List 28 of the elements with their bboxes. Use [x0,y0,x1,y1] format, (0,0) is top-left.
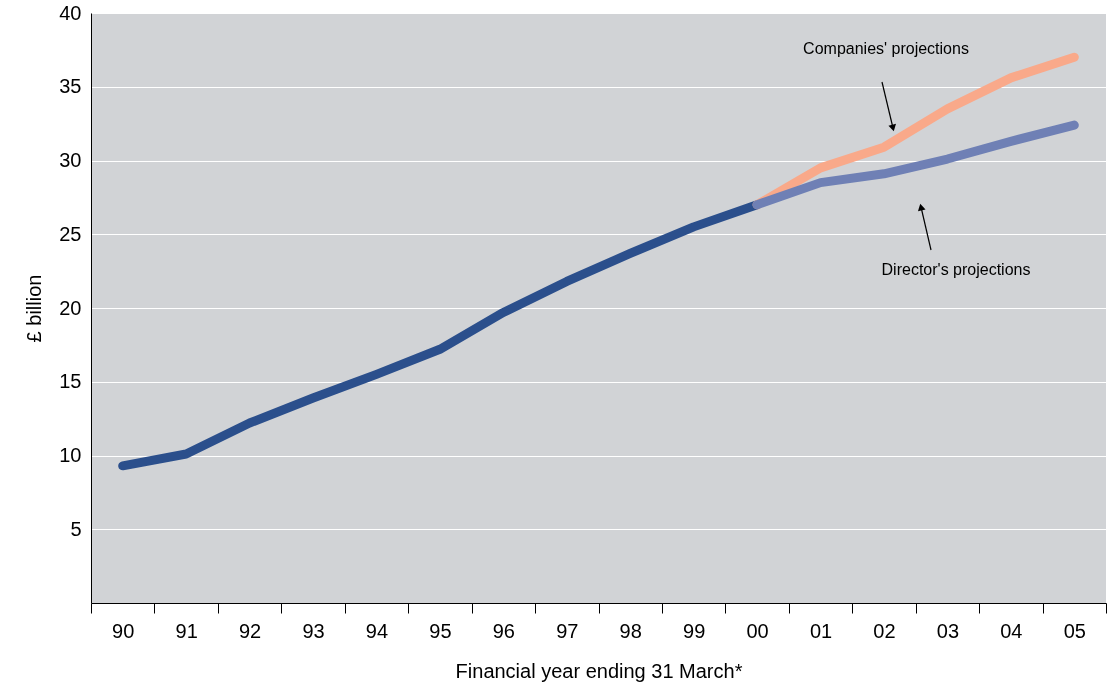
y-tick-label: 30 [59,149,82,171]
x-tick-label: 03 [936,619,960,642]
x-tick-label: 95 [429,619,452,642]
x-tick-label: 91 [175,619,198,642]
annotation: Companies' projections [803,40,969,57]
y-tick-label: 10 [59,444,82,466]
x-tick-label: 96 [492,619,515,642]
x-tick-label: 93 [302,619,325,642]
x-tick-label: 98 [619,619,642,642]
y-tick-label: 35 [59,75,82,98]
x-tick-label: 04 [1000,619,1023,642]
y-tick-label: 40 [59,1,82,24]
y-tick-label: 25 [59,222,82,245]
x-tick-label: 94 [365,619,389,642]
x-tick-label: 90 [112,619,135,642]
x-tick-label: 05 [1063,619,1086,642]
x-tick-label: 99 [683,619,706,642]
annotation: Director's projections [881,261,1031,278]
x-tick-label: 97 [556,619,579,642]
x-axis-title: Financial year ending 31 March* [455,659,743,682]
x-tick-label: 02 [873,619,896,642]
y-tick-label: 15 [59,370,82,393]
y-axis-title: £ billion [23,274,46,343]
x-tick-label: 01 [809,619,833,642]
x-tick-label: 00 [746,619,769,642]
y-tick-label: 20 [59,296,82,319]
x-tick-label: 92 [238,619,262,642]
y-tick-label: 5 [70,517,82,540]
